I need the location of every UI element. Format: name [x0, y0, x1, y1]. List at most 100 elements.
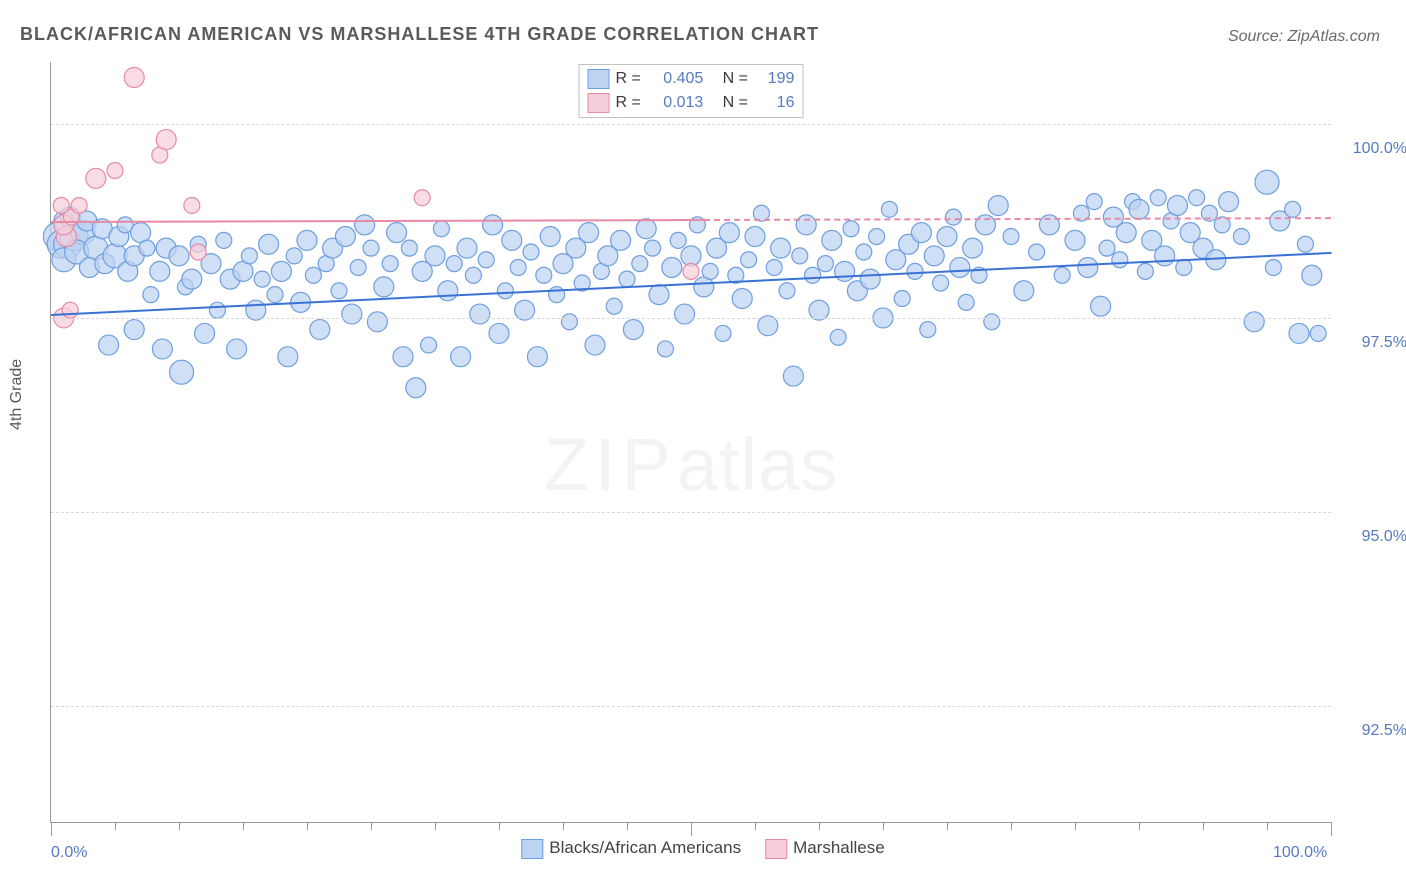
- scatter-point: [619, 271, 635, 287]
- scatter-point: [150, 261, 170, 281]
- legend-series: Blacks/African Americans Marshallese: [521, 838, 884, 859]
- scatter-point: [662, 258, 682, 278]
- legend-correlation-box: R = 0.405 N = 199R = 0.013 N = 16: [579, 64, 804, 118]
- scatter-point: [779, 283, 795, 299]
- legend-label: Blacks/African Americans: [549, 838, 741, 857]
- scatter-point: [771, 238, 791, 258]
- scatter-point: [657, 341, 673, 357]
- scatter-point: [536, 267, 552, 283]
- scatter-point: [139, 240, 155, 256]
- plot-area: ZIPatlas R = 0.405 N = 199R = 0.013 N = …: [50, 62, 1331, 823]
- scatter-point: [310, 320, 330, 340]
- legend-r-value: 0.013: [651, 91, 703, 115]
- scatter-point: [894, 291, 910, 307]
- scatter-point: [843, 221, 859, 237]
- legend-swatch: [765, 839, 787, 859]
- scatter-point: [817, 256, 833, 272]
- scatter-point: [107, 163, 123, 179]
- scatter-point: [86, 168, 106, 188]
- scatter-point: [367, 312, 387, 332]
- scatter-point: [143, 287, 159, 303]
- scatter-point: [331, 283, 347, 299]
- scatter-point: [421, 337, 437, 353]
- scatter-point: [702, 263, 718, 279]
- scatter-point: [271, 261, 291, 281]
- scatter-point: [623, 320, 643, 340]
- scatter-point: [53, 197, 69, 213]
- scatter-point: [860, 269, 880, 289]
- legend-n-label: N =: [709, 67, 752, 91]
- x-tick: [883, 822, 884, 830]
- scatter-point: [649, 285, 669, 305]
- scatter-point: [1233, 228, 1249, 244]
- legend-n-value: 199: [758, 67, 794, 91]
- legend-item: Marshallese: [765, 838, 885, 859]
- scatter-point: [335, 226, 355, 246]
- scatter-point: [1091, 296, 1111, 316]
- scatter-svg: [51, 62, 1331, 822]
- scatter-point: [606, 298, 622, 314]
- scatter-point: [719, 223, 739, 243]
- x-tick: [51, 822, 52, 836]
- scatter-point: [286, 248, 302, 264]
- scatter-point: [62, 302, 78, 318]
- scatter-point: [342, 304, 362, 324]
- gridline: [51, 706, 1331, 707]
- legend-r-label: R =: [616, 91, 646, 115]
- scatter-point: [124, 320, 144, 340]
- scatter-point: [510, 260, 526, 276]
- scatter-point: [297, 230, 317, 250]
- scatter-point: [958, 294, 974, 310]
- scatter-point: [1086, 194, 1102, 210]
- scatter-point: [1244, 312, 1264, 332]
- scatter-point: [1219, 192, 1239, 212]
- scatter-point: [924, 246, 944, 266]
- x-tick: [179, 822, 180, 830]
- scatter-point: [438, 281, 458, 301]
- scatter-point: [170, 360, 194, 384]
- scatter-point: [540, 226, 560, 246]
- x-tick: [243, 822, 244, 830]
- scatter-point: [636, 219, 656, 239]
- scatter-point: [950, 258, 970, 278]
- scatter-point: [1116, 223, 1136, 243]
- scatter-point: [984, 314, 1000, 330]
- scatter-point: [363, 240, 379, 256]
- scatter-point: [169, 246, 189, 266]
- y-tick-label: 97.5%: [1337, 334, 1406, 352]
- gridline: [51, 318, 1331, 319]
- scatter-point: [502, 230, 522, 250]
- scatter-point: [489, 323, 509, 343]
- scatter-point: [1302, 265, 1322, 285]
- x-tick: [819, 822, 820, 830]
- scatter-point: [1310, 325, 1326, 341]
- scatter-point: [1255, 170, 1279, 194]
- scatter-point: [124, 68, 144, 88]
- gridline: [51, 124, 1331, 125]
- scatter-point: [1003, 228, 1019, 244]
- scatter-point: [632, 256, 648, 272]
- scatter-point: [387, 223, 407, 243]
- scatter-point: [1099, 240, 1115, 256]
- scatter-point: [382, 256, 398, 272]
- scatter-point: [523, 244, 539, 260]
- scatter-point: [732, 289, 752, 309]
- scatter-point: [1189, 190, 1205, 206]
- scatter-point: [869, 228, 885, 244]
- scatter-point: [465, 267, 481, 283]
- x-tick: [1203, 822, 1204, 830]
- scatter-point: [259, 234, 279, 254]
- x-tick: [115, 822, 116, 830]
- x-tick: [563, 822, 564, 830]
- scatter-point: [805, 267, 821, 283]
- legend-swatch: [588, 93, 610, 113]
- scatter-point: [933, 275, 949, 291]
- scatter-point: [350, 260, 366, 276]
- scatter-point: [227, 339, 247, 359]
- scatter-point: [675, 304, 695, 324]
- scatter-point: [830, 329, 846, 345]
- source-attribution: Source: ZipAtlas.com: [1228, 28, 1380, 46]
- scatter-point: [195, 323, 215, 343]
- scatter-point: [1014, 281, 1034, 301]
- scatter-point: [71, 197, 87, 213]
